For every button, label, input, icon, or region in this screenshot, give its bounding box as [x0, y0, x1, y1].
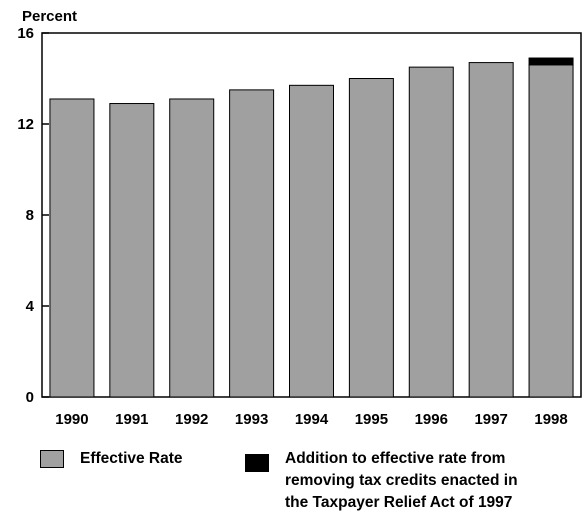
bar-effective-rate-1998 [528, 64, 574, 398]
legend-label-effective-rate: Effective Rate [80, 450, 183, 467]
bar-effective-rate-1991 [109, 103, 155, 398]
legend-effective-rate: Effective Rate [40, 448, 183, 470]
legend-swatch-effective-rate [40, 450, 64, 468]
x-tick-label-1991: 1991 [115, 411, 148, 428]
bar-effective-rate-1993 [229, 89, 275, 398]
x-tick-label-1998: 1998 [534, 411, 567, 428]
bar-effective-rate-1996 [408, 66, 454, 398]
bar-effective-rate-1992 [169, 98, 215, 398]
y-tick-label-16: 16 [17, 25, 34, 42]
bar-effective-rate-1994 [289, 84, 334, 398]
y-axis-label: Percent [22, 8, 78, 25]
x-tick-label-1997: 1997 [474, 411, 507, 428]
x-tick-label-1996: 1996 [415, 411, 448, 428]
bar-effective-rate-1990 [49, 98, 95, 398]
y-tick-label-8: 8 [26, 207, 34, 224]
y-tick-label-12: 12 [17, 116, 34, 133]
x-tick-label-1995: 1995 [355, 411, 388, 428]
x-tick-label-1993: 1993 [235, 411, 268, 428]
x-tick-label-1992: 1992 [175, 411, 208, 428]
legend-swatch-addition [245, 454, 269, 472]
x-tick-label-1994: 1994 [295, 411, 329, 428]
y-tick-label-0: 0 [26, 389, 34, 406]
bar-effective-rate-1995 [348, 78, 394, 398]
y-tick-label-4: 4 [26, 298, 35, 315]
bar-addition-1998 [528, 57, 574, 66]
legend-addition: Addition to effective rate from removing… [245, 448, 584, 514]
legend-label-addition: Addition to effective rate from removing… [285, 450, 518, 511]
x-tick-label-1990: 1990 [55, 411, 88, 428]
bar-effective-rate-1997 [468, 62, 514, 398]
